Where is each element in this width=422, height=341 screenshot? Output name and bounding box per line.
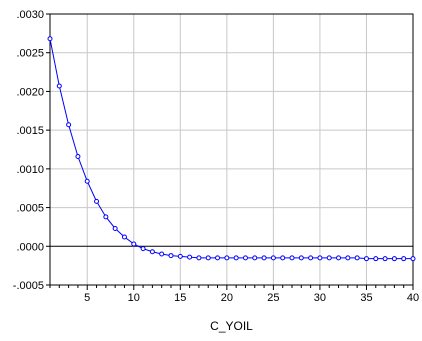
data-point [121,234,127,240]
data-point [280,255,286,261]
data-point [270,255,276,261]
data-point [317,255,323,261]
data-point [326,255,332,261]
y-tick-label: .0005 [16,203,44,215]
data-point [131,241,137,247]
y-tick-label: .0025 [16,48,44,60]
data-point [298,255,304,261]
x-tick-label: 40 [407,292,419,304]
x-tick-label: 25 [267,292,279,304]
data-point [382,256,388,262]
data-point [149,249,155,255]
data-point [354,255,360,261]
data-point [84,178,90,184]
x-tick-label: 30 [314,292,326,304]
data-point [391,256,397,262]
data-point [252,255,258,261]
data-point [242,255,248,261]
data-point [205,255,211,261]
y-axis-ticks: -.0005 .0000 .0005 .0010 .0015 .0020 .0025 .003… [13,9,50,292]
data-point [168,253,174,259]
data-point [103,214,109,220]
data-point [196,255,202,261]
y-tick-label: .0020 [16,86,44,98]
x-axis-ticks: 5 10 15 20 25 30 35 40 [49,285,419,304]
x-tick-label: 35 [360,292,372,304]
x-tick-label: 15 [174,292,186,304]
data-point [159,251,165,257]
y-tick-label: .0030 [16,9,44,21]
data-point [56,83,62,89]
data-point [363,256,369,262]
plot-frame [49,13,414,286]
y-tick-label: -.0005 [13,280,44,292]
data-point [187,254,193,260]
y-tick-label: .0015 [16,125,44,137]
data-point [345,255,351,261]
data-point [233,255,239,261]
data-point [401,256,407,262]
y-tick-label: .0000 [16,241,44,253]
x-tick-label: 10 [128,292,140,304]
x-tick-label: 20 [221,292,233,304]
series-line [49,38,413,260]
data-point [140,246,146,252]
x-tick-label: 5 [84,292,90,304]
data-point [112,225,118,231]
data-point [289,255,295,261]
data-point [308,255,314,261]
data-point [75,153,81,159]
data-point [373,256,379,262]
series-points [47,36,416,262]
data-point [215,255,221,261]
x-axis-label: C_YOIL [210,319,253,333]
data-point [410,256,416,262]
data-point [336,255,342,261]
data-point [177,253,183,259]
data-point [261,255,267,261]
y-tick-label: .0010 [16,164,44,176]
data-point [224,255,230,261]
gridlines [50,14,413,285]
data-point [47,36,53,42]
data-point [94,198,100,204]
data-point [66,122,72,128]
